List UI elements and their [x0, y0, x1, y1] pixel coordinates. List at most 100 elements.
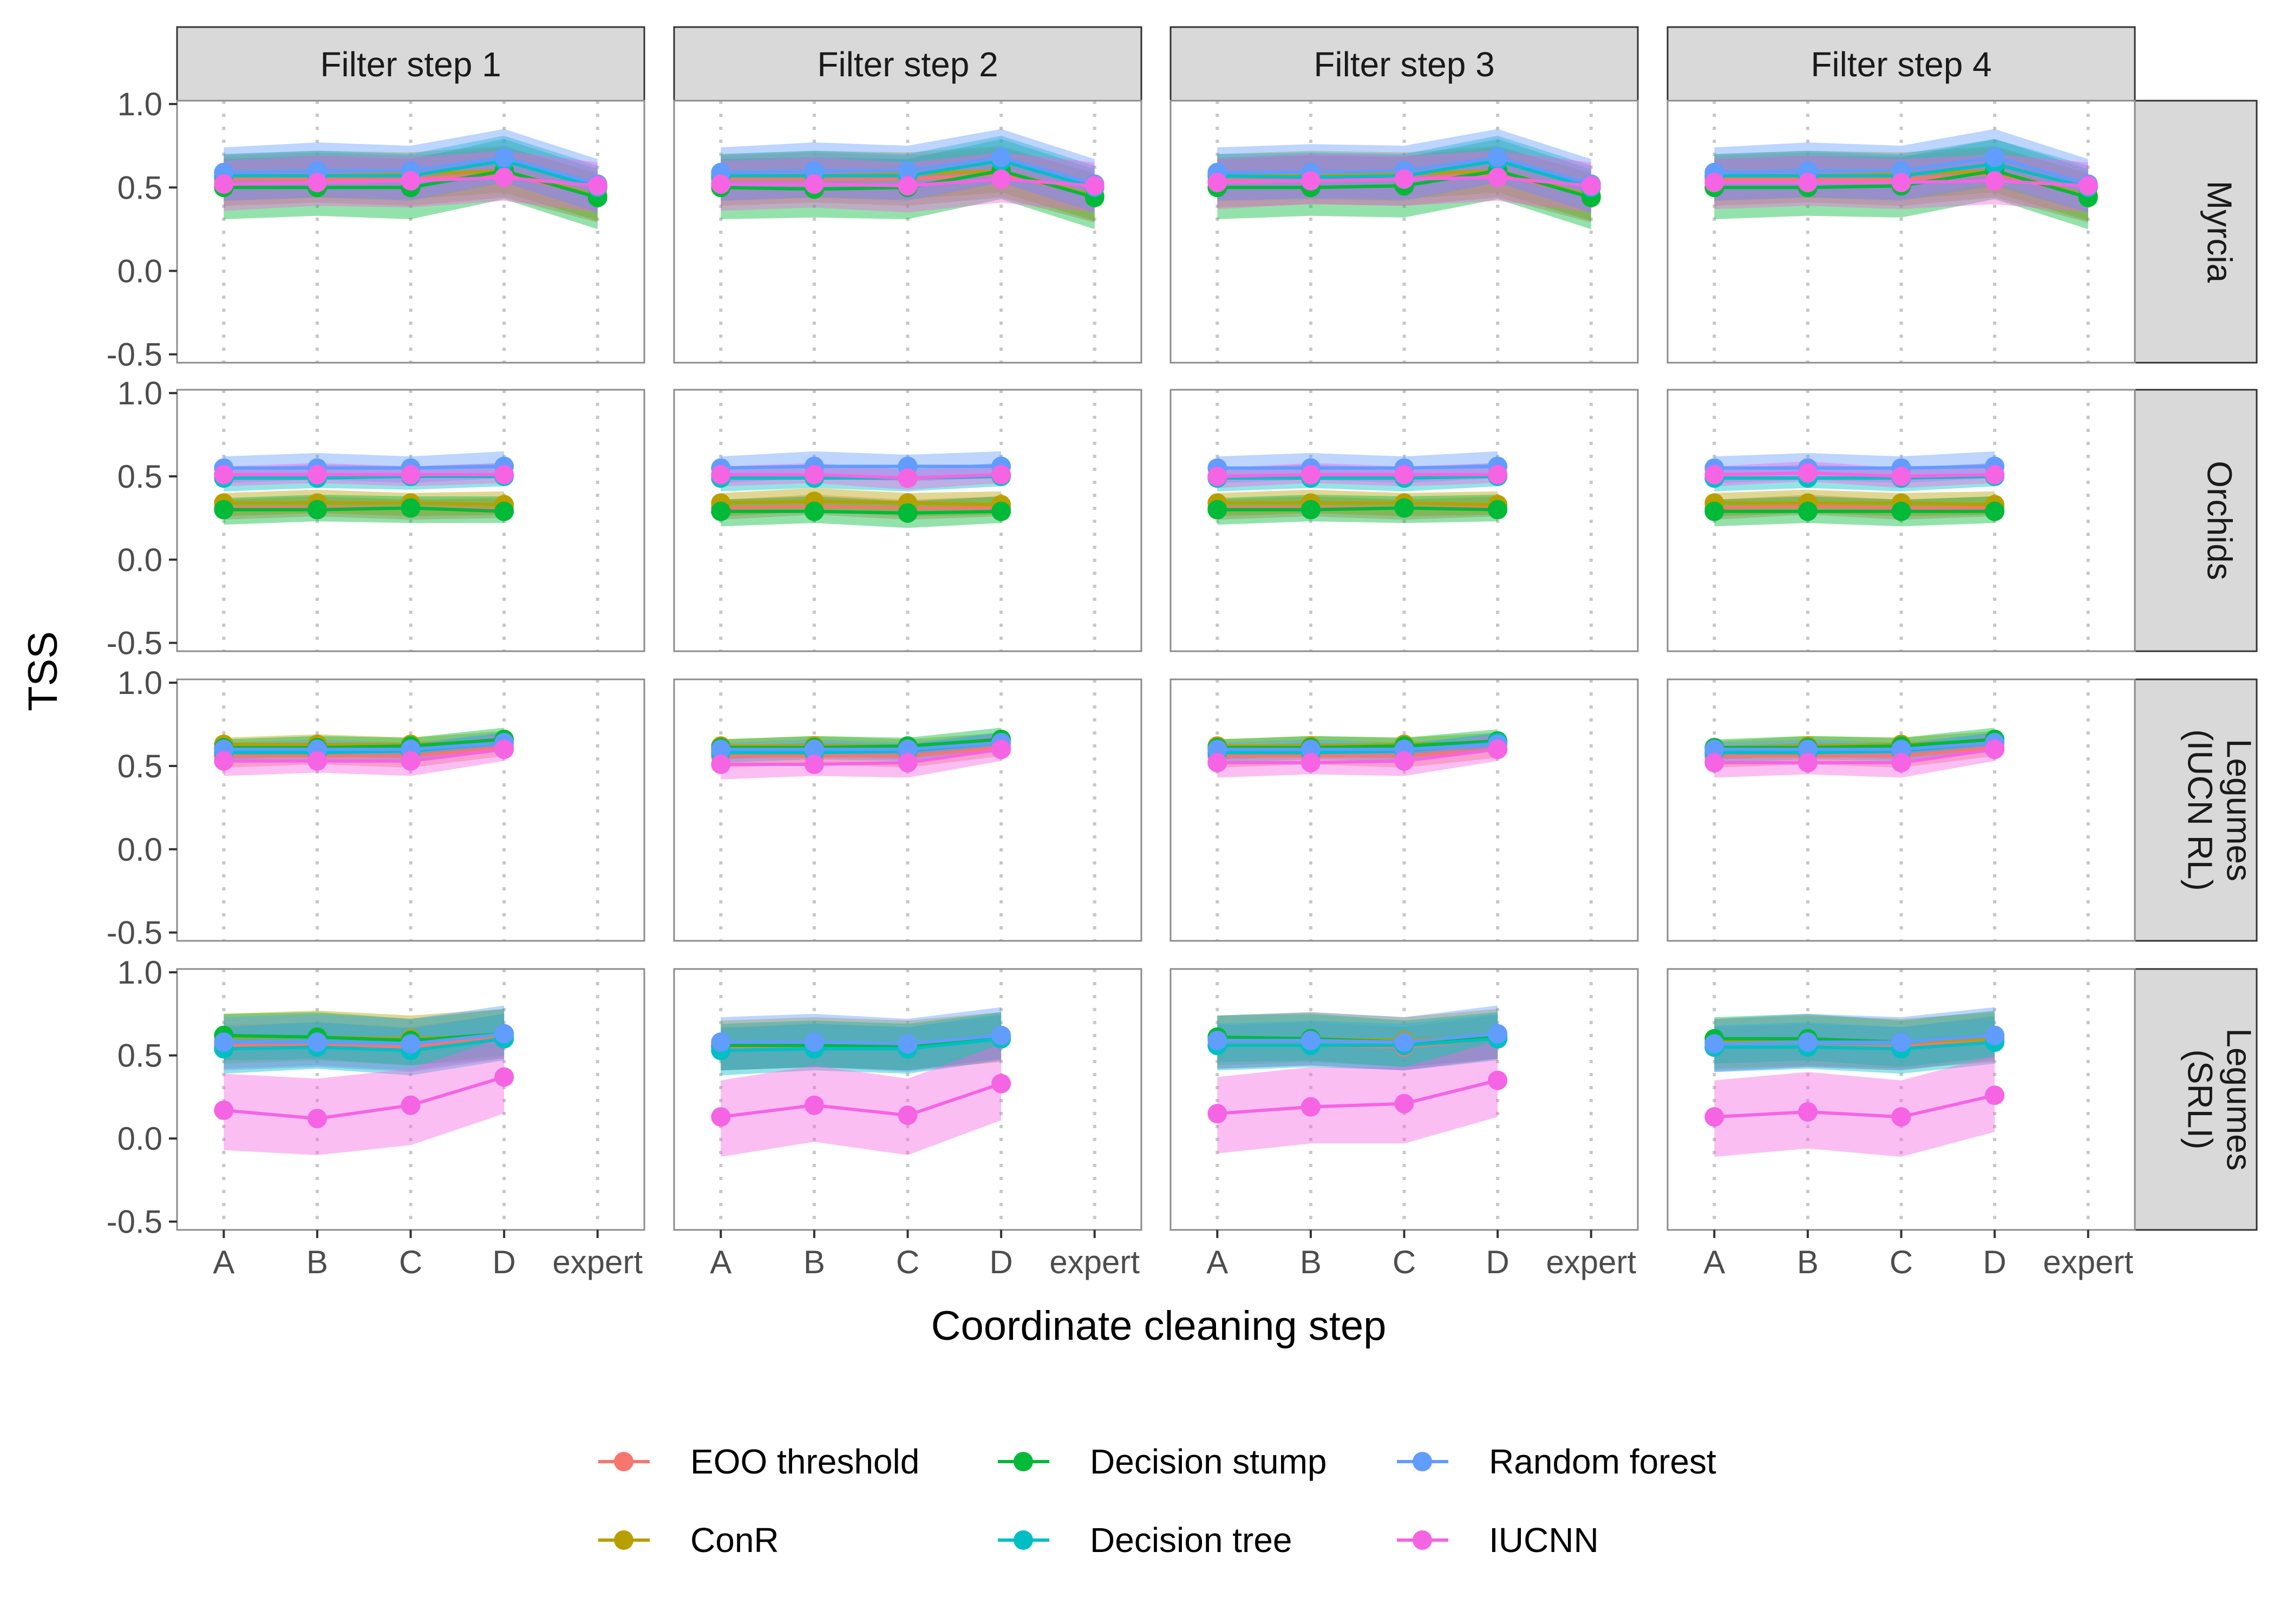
- data-point: [1301, 1097, 1321, 1117]
- legend-label: Random forest: [1489, 1442, 1716, 1481]
- data-point: [214, 1032, 234, 1052]
- data-point: [991, 739, 1011, 759]
- data-point: [1394, 169, 1414, 189]
- data-point: [898, 503, 918, 523]
- data-point: [804, 754, 824, 774]
- panel-border: [1667, 678, 2136, 942]
- series-line: [1714, 737, 1995, 750]
- row-strip-label: (SRLI): [2181, 1050, 2220, 1150]
- facet-panels: [176, 100, 2136, 1231]
- series-line: [721, 509, 1002, 515]
- x-tick-label: C: [1393, 1244, 1416, 1280]
- legend-key-point: [1014, 1530, 1033, 1550]
- series-line: [721, 473, 1002, 480]
- legend-item: Decision tree: [998, 1521, 1292, 1560]
- legend-item: EOO threshold: [598, 1442, 919, 1481]
- column-strip: [673, 26, 1142, 102]
- legend-key-point: [614, 1530, 633, 1550]
- series-line: [1714, 1033, 1995, 1046]
- x-tick-label: expert: [1546, 1244, 1636, 1280]
- series-line: [1217, 464, 1498, 470]
- ribbon: [1714, 1010, 1995, 1068]
- series-line: [1217, 475, 1498, 480]
- row-strip-label: Myrcia: [2200, 181, 2239, 283]
- row-strip-label: Legumes: [2220, 739, 2259, 881]
- data-point: [1985, 147, 2005, 167]
- data-point: [1798, 1032, 1818, 1052]
- legend-key-point: [1413, 1530, 1432, 1550]
- data-point: [1488, 167, 1508, 187]
- x-axis-title: Coordinate cleaning step: [931, 1303, 1387, 1349]
- series-line: [224, 475, 505, 480]
- data-point: [1084, 176, 1105, 196]
- facet-panel: [673, 100, 1142, 364]
- data-point: [307, 1109, 327, 1129]
- x-tick-label: expert: [1049, 1244, 1140, 1280]
- legend-item: Decision stump: [998, 1442, 1327, 1481]
- y-tick-label: 1.0: [117, 665, 162, 701]
- data-point: [1581, 176, 1601, 196]
- facet-panel: [1169, 678, 1639, 942]
- y-tick-label: -0.5: [107, 1204, 162, 1240]
- series-line: [720, 1082, 1002, 1119]
- data-point: [1985, 171, 2005, 191]
- data-point: [1207, 1104, 1227, 1124]
- column-strip-label: Filter step 1: [320, 45, 501, 84]
- data-point: [1798, 1102, 1818, 1122]
- y-tick-label: 0.5: [117, 459, 162, 495]
- series-line: [1217, 748, 1498, 764]
- data-point: [898, 739, 918, 759]
- series-line: [224, 746, 505, 758]
- data-point: [1207, 739, 1227, 759]
- data-point: [991, 1073, 1011, 1093]
- series-line: [721, 505, 1002, 510]
- data-point: [494, 464, 514, 484]
- data-point: [587, 176, 607, 196]
- x-tick-label: D: [1983, 1244, 2006, 1280]
- facet-panel: [176, 389, 645, 652]
- data-point: [804, 501, 824, 521]
- data-point: [898, 176, 918, 196]
- column-strip: [176, 26, 645, 102]
- series-line: [224, 1075, 505, 1121]
- data-point: [401, 464, 421, 484]
- row-strip-label: (IUCN RL): [2181, 729, 2220, 891]
- facet-panel: [673, 968, 1142, 1231]
- ribbon: [1217, 1009, 1498, 1068]
- data-point: [804, 739, 824, 759]
- series-line: [224, 506, 505, 513]
- y-tick-label: 0.0: [117, 831, 162, 868]
- data-point: [991, 464, 1011, 484]
- data-point: [1207, 500, 1227, 520]
- data-point: [898, 161, 918, 181]
- data-point: [804, 1095, 824, 1115]
- data-point: [1891, 467, 1911, 486]
- facet-panel: [1667, 968, 2136, 1231]
- series-line: [1714, 501, 1995, 507]
- data-point: [1488, 464, 1508, 484]
- data-point: [401, 498, 421, 518]
- data-point: [214, 751, 234, 771]
- x-tick-label: D: [492, 1244, 515, 1280]
- y-tick-label: 0.5: [117, 1038, 162, 1074]
- data-point: [2078, 176, 2098, 196]
- legend-item: Random forest: [1397, 1442, 1716, 1481]
- data-point: [1704, 1107, 1724, 1127]
- data-point: [307, 1032, 327, 1052]
- series-line: [224, 501, 505, 507]
- data-point: [1704, 739, 1724, 759]
- data-point: [898, 468, 918, 488]
- series-line: [224, 1037, 505, 1052]
- data-point: [1301, 171, 1321, 191]
- series-line: [721, 500, 1002, 507]
- x-tick-label: A: [1703, 1244, 1725, 1280]
- y-tick-label: -0.5: [107, 337, 162, 373]
- legend-label: Decision stump: [1090, 1442, 1327, 1481]
- panel-border: [1169, 678, 1639, 942]
- data-point: [1891, 173, 1911, 193]
- data-point: [1488, 1070, 1508, 1090]
- series-line: [721, 1033, 1002, 1046]
- y-tick-label: 0.0: [117, 1121, 162, 1157]
